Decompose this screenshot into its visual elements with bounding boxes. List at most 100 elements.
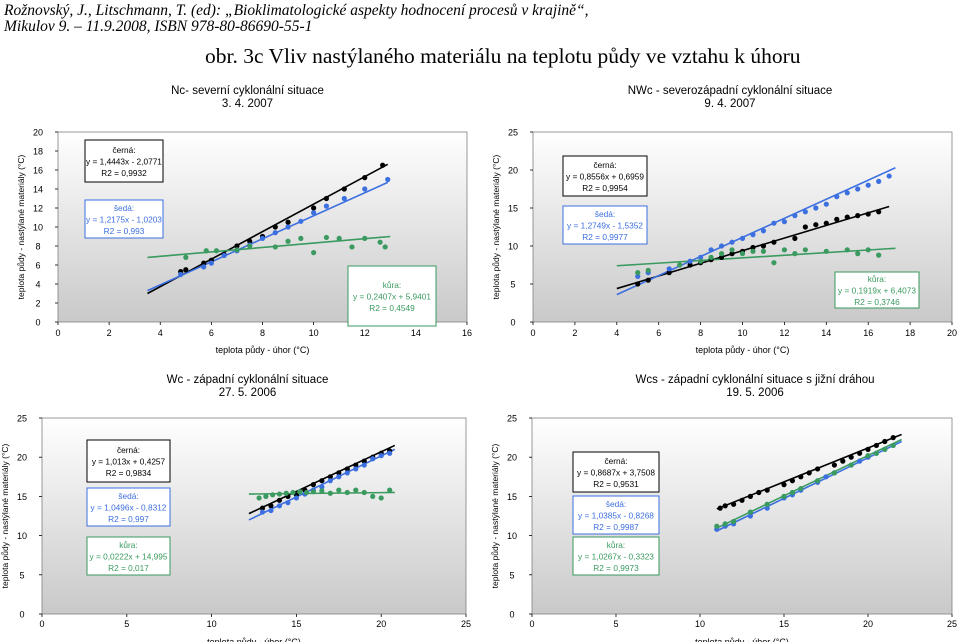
- annotation-text: černá:: [593, 160, 616, 170]
- data-point-gray: [387, 450, 393, 456]
- data-point-bark: [739, 251, 746, 257]
- y-tick-label: 0: [35, 318, 40, 328]
- y-tick-label: 25: [507, 414, 517, 424]
- data-point-bark: [362, 235, 368, 241]
- x-tick-label: 8: [698, 328, 703, 338]
- annotation-box: [86, 439, 171, 483]
- y-tick-label: 4: [35, 280, 40, 290]
- annotation-text: R2 = 0,997: [108, 514, 149, 524]
- data-point-bark: [382, 244, 388, 250]
- data-point-black: [722, 503, 728, 509]
- annotation-box: [86, 487, 171, 527]
- data-point-bark: [283, 490, 289, 496]
- data-point-gray: [781, 219, 788, 225]
- annotation-kura: kůra:y = 0,1919x + 6,4073 R2 = 0,3746: [834, 271, 920, 309]
- y-tick-label: 5: [509, 570, 514, 580]
- data-point-black: [341, 186, 347, 192]
- annotation-text: R2 = 0,993: [104, 226, 145, 236]
- data-point-black: [276, 497, 283, 503]
- data-point-bark: [708, 254, 714, 260]
- data-point-bark: [764, 501, 770, 507]
- annotation-text: y = 0,8556x + 0,6959: [566, 171, 644, 181]
- annotation-text: R2 = 0,9977: [582, 232, 628, 242]
- data-point-black: [247, 238, 253, 244]
- x-tick-label: 14: [411, 328, 421, 338]
- data-point-gray: [208, 260, 214, 266]
- annotation-kura: kůra:y = 0,0222x + 14,995 R2 = 0,017: [86, 536, 171, 576]
- data-point-gray: [293, 495, 299, 501]
- annotation-cerna: černá:y = 0,8687x + 3,7508 R2 = 0,9531: [572, 451, 660, 493]
- data-point-black: [882, 438, 888, 445]
- data-point-black: [756, 489, 762, 496]
- y-tick-label: 20: [33, 128, 43, 138]
- data-point-gray: [718, 243, 725, 249]
- data-point-black: [747, 493, 754, 499]
- x-tick-label: 12: [779, 328, 789, 338]
- data-point-gray: [729, 239, 735, 245]
- data-point-black: [718, 254, 725, 260]
- data-point-bark: [781, 493, 787, 499]
- data-point-bark: [310, 489, 316, 495]
- trend-line-gray: [147, 181, 389, 292]
- data-point-black: [259, 505, 266, 511]
- data-point-bark: [718, 251, 725, 257]
- data-point-bark: [370, 493, 376, 499]
- data-point-gray: [844, 190, 850, 196]
- data-point-bark: [336, 235, 342, 241]
- trend-line-gray: [616, 166, 896, 296]
- data-point-bark: [771, 260, 777, 266]
- chart-2-title: NWc - severozápadní cyklonální situace 9…: [600, 85, 860, 111]
- data-point-bark: [876, 252, 882, 258]
- x-tick-label: 2: [107, 328, 112, 338]
- x-tick-label: 25: [947, 619, 957, 629]
- data-point-bark: [311, 250, 317, 256]
- annotation-text: R2 = 0,9834: [106, 468, 152, 478]
- trend-line-bark: [147, 235, 391, 259]
- data-point-bark: [890, 442, 896, 449]
- data-point-bark: [270, 492, 276, 498]
- data-point-bark: [844, 247, 850, 253]
- annotation-text: R2 = 0,9973: [593, 563, 639, 573]
- annotation-kura: kůra:y = 0,2407x + 5,9401 R2 = 0,4549: [347, 265, 437, 327]
- annotation-box: [572, 536, 660, 576]
- data-point-bark: [303, 489, 310, 496]
- x-tick-label: 16: [462, 328, 472, 338]
- x-axis-label: teplota půdy - úhor (°C): [216, 345, 310, 355]
- data-point-gray: [802, 209, 808, 215]
- data-point-gray: [276, 503, 283, 509]
- annotation-box: [572, 495, 660, 535]
- data-point-bark: [722, 521, 728, 527]
- y-tick-label: 5: [19, 570, 24, 580]
- chart-1-title-line-1: Nc- severní cyklonální situace: [171, 85, 324, 97]
- data-point-bark: [319, 488, 325, 494]
- data-point-bark: [873, 450, 880, 456]
- data-point-bark: [747, 509, 754, 515]
- data-point-black: [815, 466, 821, 472]
- annotation-box: [572, 451, 660, 493]
- annotation-text: y = 1,013x + 0,4257: [92, 456, 166, 466]
- data-point-black: [857, 450, 863, 456]
- header-line-2: Mikulov 9. – 11.9.2008, ISBN 978-80-8669…: [4, 18, 313, 35]
- data-point-gray: [771, 220, 777, 226]
- x-tick-label: 2: [572, 328, 577, 338]
- data-point-bark: [247, 243, 253, 249]
- data-point-gray: [886, 173, 892, 179]
- annotation-seda: šedá:y = 1,2749x - 1,5352 R2 = 0,9977: [562, 205, 648, 245]
- annotation-text: y = 0,8687x + 3,7508: [577, 467, 655, 477]
- data-point-black: [831, 462, 838, 468]
- data-point-gray: [739, 235, 746, 241]
- annotation-text: R2 = 0,9987: [593, 522, 639, 532]
- data-point-bark: [855, 251, 861, 257]
- x-tick-label: 6: [656, 328, 661, 338]
- data-point-gray: [272, 230, 278, 236]
- data-point-black: [865, 211, 871, 217]
- trend-line-gray: [716, 440, 902, 532]
- x-axis-label: teplota půdy - úhor (°C): [207, 637, 301, 642]
- annotation-text: kůra:: [383, 280, 401, 290]
- y-tick-label: 20: [507, 453, 517, 463]
- data-point-black: [802, 224, 808, 230]
- data-point-black: [272, 224, 278, 230]
- data-point-bark: [272, 244, 278, 250]
- x-tick-label: 10: [695, 619, 705, 629]
- data-point-black: [687, 262, 693, 268]
